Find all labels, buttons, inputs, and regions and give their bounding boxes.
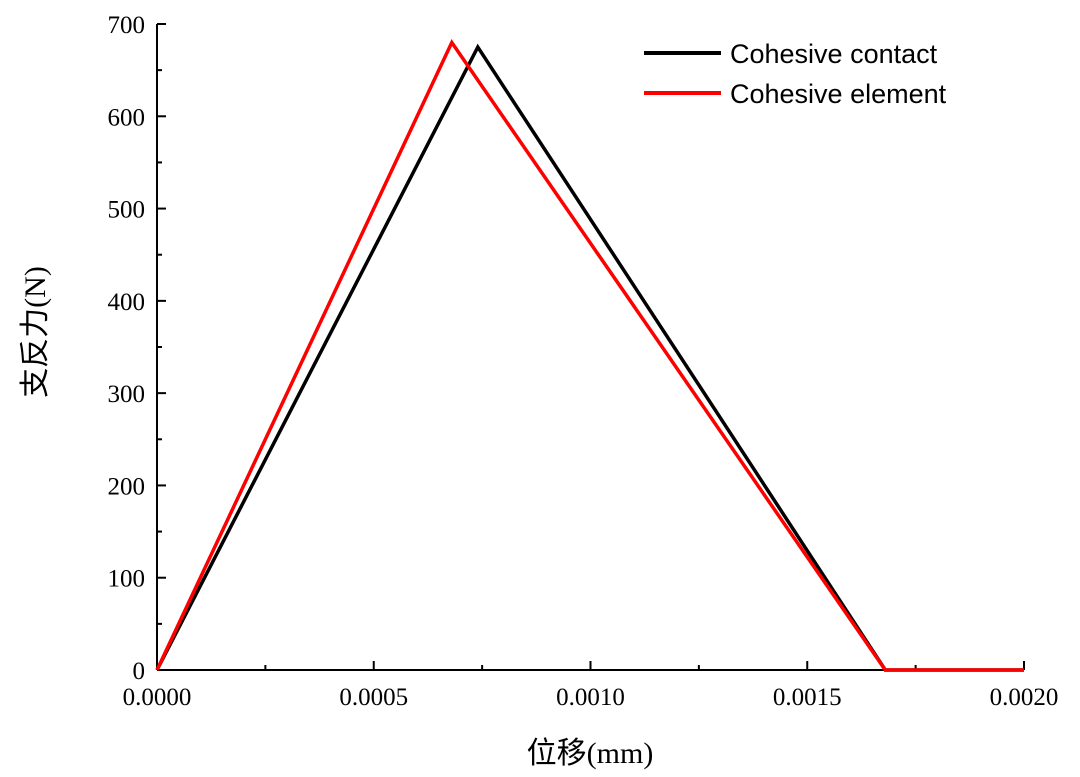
legend: Cohesive contact Cohesive element — [644, 39, 947, 109]
y-tick-label: 200 — [108, 473, 146, 500]
axes: 0.0000 0.0005 0.0010 0.0015 0.0020 0 100 200 300… — [108, 12, 1059, 711]
x-tick-label: 0.0020 — [990, 684, 1059, 711]
y-tick-label: 400 — [108, 289, 146, 316]
y-tick-label: 500 — [108, 197, 146, 224]
y-tick-label: 300 — [108, 381, 146, 408]
y-tick-label: 100 — [108, 566, 146, 593]
x-tick-label: 0.0005 — [339, 684, 408, 711]
y-tick-label: 0 — [133, 658, 146, 685]
x-tick-label: 0.0010 — [556, 684, 625, 711]
y-tick-label: 600 — [108, 104, 146, 131]
x-axis-title: 位移(mm) — [527, 737, 654, 770]
y-tick-label: 700 — [108, 12, 146, 39]
y-axis-title: 支反力(N) — [19, 266, 52, 398]
series-line-cohesive-contact — [155, 43, 1024, 672]
x-tick-label: 0.0000 — [123, 684, 192, 711]
series-group — [155, 39, 1024, 672]
x-tick-label: 0.0015 — [773, 684, 842, 711]
series-line-cohesive-element — [155, 39, 1024, 672]
legend-label: Cohesive contact — [730, 39, 938, 69]
legend-label: Cohesive element — [730, 79, 947, 109]
